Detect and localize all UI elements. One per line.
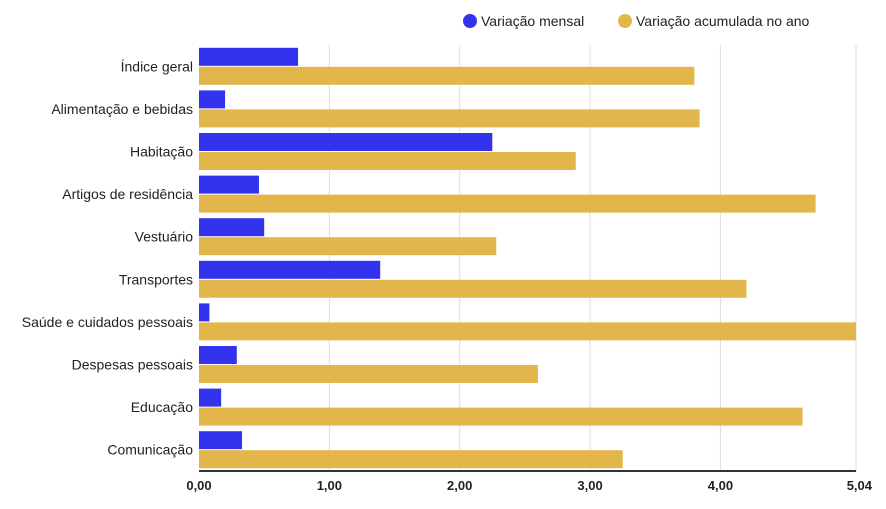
bar-variacao-mensal	[199, 175, 259, 194]
bar-variacao-mensal	[199, 346, 237, 364]
bar-variacao-acumulada	[199, 365, 538, 383]
gridlines	[328, 45, 857, 471]
bar-variacao-mensal	[199, 431, 243, 450]
category-label: Índice geral	[121, 58, 193, 74]
category-labels: Índice geral Alimentação e bebidas Habitaç…	[22, 58, 193, 457]
x-tick-label: 5,04	[847, 478, 873, 493]
x-tick-labels: 0,00 1,00 2,00 3,00 4,00 5,04	[186, 478, 872, 493]
legend-marker	[618, 14, 632, 28]
x-tick-label: 4,00	[708, 478, 733, 493]
bar-variacao-mensal	[199, 90, 226, 109]
bar-variacao-acumulada	[199, 237, 497, 256]
category-label: Alimentação e bebidas	[51, 101, 193, 117]
bar-variacao-acumulada	[199, 109, 700, 128]
category-label: Comunicação	[107, 442, 193, 458]
legend-label: Variação acumulada no ano	[636, 13, 810, 29]
x-tick-label: 1,00	[317, 478, 342, 493]
legend-marker	[463, 14, 477, 28]
bar-variacao-mensal	[199, 133, 493, 151]
legend-label: Variação mensal	[481, 13, 584, 29]
category-label: Despesas pessoais	[72, 357, 193, 373]
category-label: Educação	[131, 399, 193, 415]
bar-variacao-acumulada	[199, 194, 816, 213]
bar-variacao-acumulada	[199, 322, 856, 341]
category-label: Transportes	[119, 271, 193, 287]
bar-variacao-acumulada	[199, 66, 695, 85]
category-label: Vestuário	[135, 229, 194, 245]
category-label: Habitação	[130, 144, 193, 160]
category-label: Artigos de residência	[62, 186, 193, 202]
x-tick-label: 2,00	[447, 478, 472, 493]
bar-variacao-acumulada	[199, 279, 747, 298]
bar-variacao-acumulada	[199, 407, 803, 426]
bar-variacao-mensal	[199, 218, 265, 237]
bar-variacao-mensal	[199, 47, 299, 66]
bar-variacao-acumulada	[199, 152, 576, 170]
bar-variacao-mensal	[199, 303, 210, 322]
bars	[199, 47, 856, 469]
category-label: Saúde e cuidados pessoais	[22, 314, 193, 330]
bar-variacao-mensal	[199, 260, 381, 279]
legend: Variação mensal Variação acumulada no ano	[463, 13, 810, 29]
x-tick-label: 0,00	[186, 478, 211, 493]
bar-variacao-mensal	[199, 388, 222, 407]
bar-variacao-acumulada	[199, 450, 623, 469]
x-tick-label: 3,00	[577, 478, 602, 493]
